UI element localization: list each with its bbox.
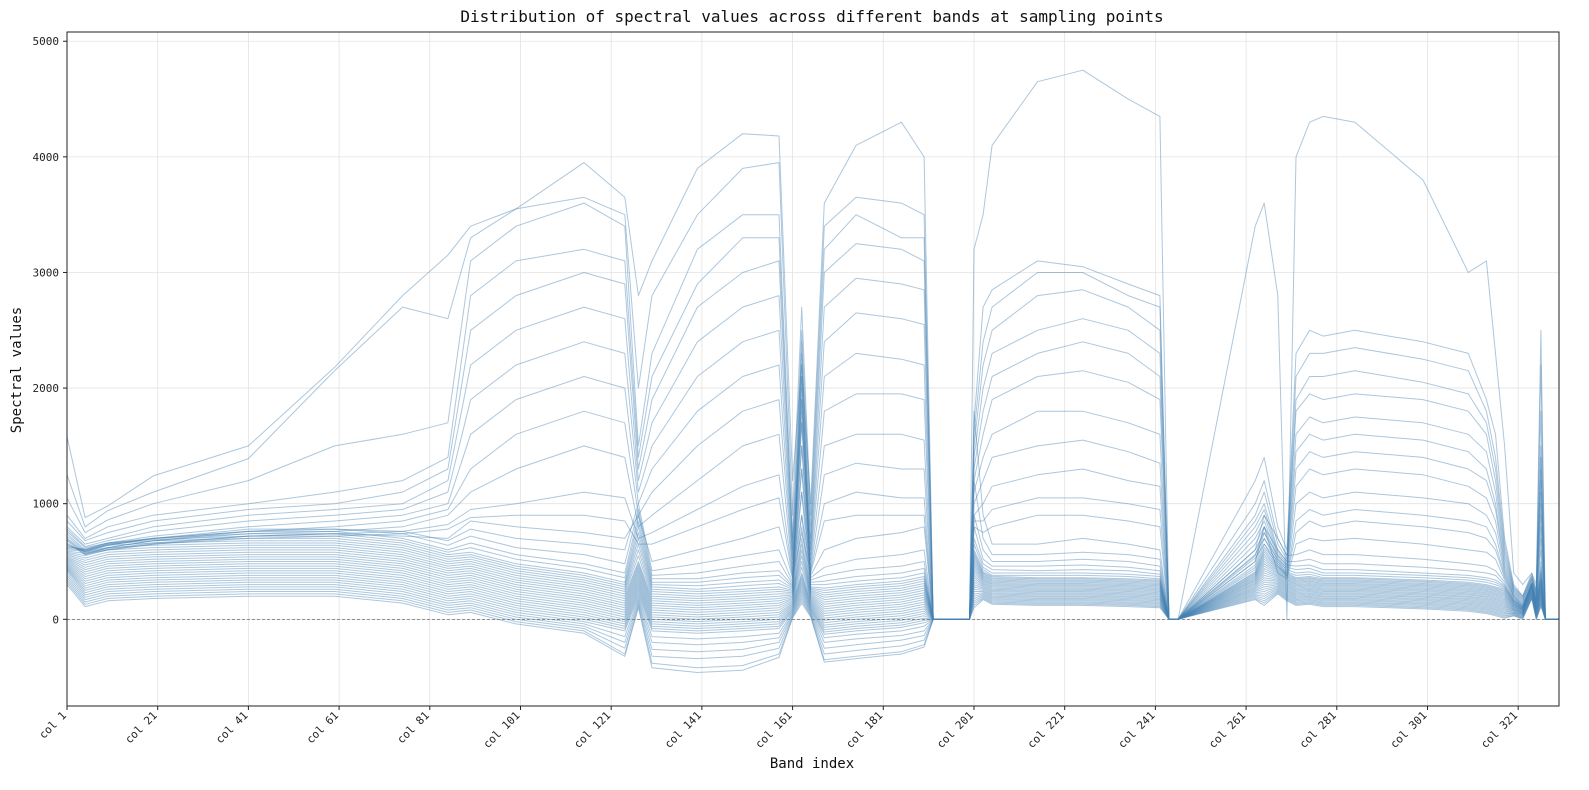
series-line-6 [66, 295, 1559, 620]
x-tick-label: col 41 [213, 709, 250, 746]
series-line-26 [66, 543, 1559, 620]
y-axis-label: Spectral values [9, 307, 25, 433]
y-tick-label: 5000 [33, 35, 60, 48]
series-line-43 [66, 581, 1559, 669]
x-tick-label: col 21 [123, 709, 160, 746]
series-lines [66, 69, 1559, 673]
series-line-13 [66, 410, 1559, 620]
series-line-15 [66, 364, 1559, 620]
series-line-41 [66, 577, 1559, 653]
x-axis-ticks: col 1 col 21 col 41 col 61 col 81 col 101 col … [37, 706, 1520, 751]
x-tick-label: col 221 [1025, 709, 1067, 751]
x-tick-label: col 141 [662, 709, 704, 751]
y-tick-label: 4000 [33, 151, 60, 164]
chart-title: Distribution of spectral values across d… [460, 7, 1163, 26]
series-line-44 [66, 584, 1559, 673]
series-line-7 [66, 329, 1559, 620]
series-line-39 [66, 572, 1559, 640]
y-tick-label: 3000 [33, 266, 60, 279]
y-axis-ticks: 0 1000 2000 3000 4000 5000 [33, 35, 67, 626]
series-line-19 [66, 422, 1559, 620]
series-line-40 [66, 575, 1559, 646]
x-tick-label: col 101 [481, 709, 523, 751]
y-tick-label: 2000 [33, 382, 60, 395]
series-line-5 [66, 260, 1559, 620]
series-line-14 [66, 387, 1559, 620]
series-line-12 [66, 497, 1559, 620]
series-line-27 [66, 549, 1559, 620]
x-tick-label: col 181 [843, 709, 885, 751]
series-line-3 [66, 202, 1559, 620]
series-line-28 [66, 555, 1559, 620]
series-line-24 [66, 526, 1559, 620]
series-line-16 [66, 341, 1559, 620]
x-tick-label: col 201 [934, 709, 976, 751]
series-line-21 [66, 468, 1559, 620]
y-tick-label: 1000 [33, 498, 60, 511]
x-tick-label: col 241 [1116, 709, 1158, 751]
x-axis-label: Band index [770, 756, 854, 772]
x-tick-label: col 1 [37, 709, 70, 742]
y-tick-label: 0 [52, 613, 59, 626]
series-line-9 [66, 399, 1559, 620]
x-tick-label: col 261 [1206, 709, 1248, 751]
series-line-8 [66, 364, 1559, 620]
series-line-32 [66, 563, 1559, 621]
series-line-42 [66, 579, 1559, 660]
series-line-30 [66, 561, 1559, 620]
plot-frame [66, 31, 1560, 707]
x-tick-label: col 61 [304, 709, 341, 746]
x-tick-label: col 321 [1478, 709, 1520, 751]
series-line-4 [66, 237, 1559, 620]
series-line-10 [66, 433, 1559, 620]
x-tick-label: col 281 [1297, 709, 1339, 751]
series-line-20 [66, 445, 1559, 620]
series-line-22 [66, 491, 1559, 620]
series-line-1 [66, 69, 1559, 620]
x-tick-label: col 301 [1388, 709, 1430, 751]
series-line-2 [66, 162, 1559, 620]
series-line-33 [66, 564, 1559, 624]
series-line-34 [66, 565, 1559, 626]
series-line-29 [66, 559, 1559, 620]
x-tick-label: col 81 [395, 709, 432, 746]
x-tick-label: col 161 [753, 709, 795, 751]
series-line-17 [66, 376, 1559, 620]
series-line-35 [66, 566, 1559, 628]
series-line-23 [66, 514, 1559, 620]
x-tick-label: col 121 [571, 709, 613, 751]
series-line-25 [66, 537, 1559, 620]
series-line-31 [66, 562, 1559, 620]
series-line-18 [66, 399, 1559, 620]
series-line-36 [66, 568, 1559, 631]
series-line-38 [66, 570, 1559, 635]
series-line-37 [66, 569, 1559, 633]
series-line-11 [66, 474, 1559, 620]
